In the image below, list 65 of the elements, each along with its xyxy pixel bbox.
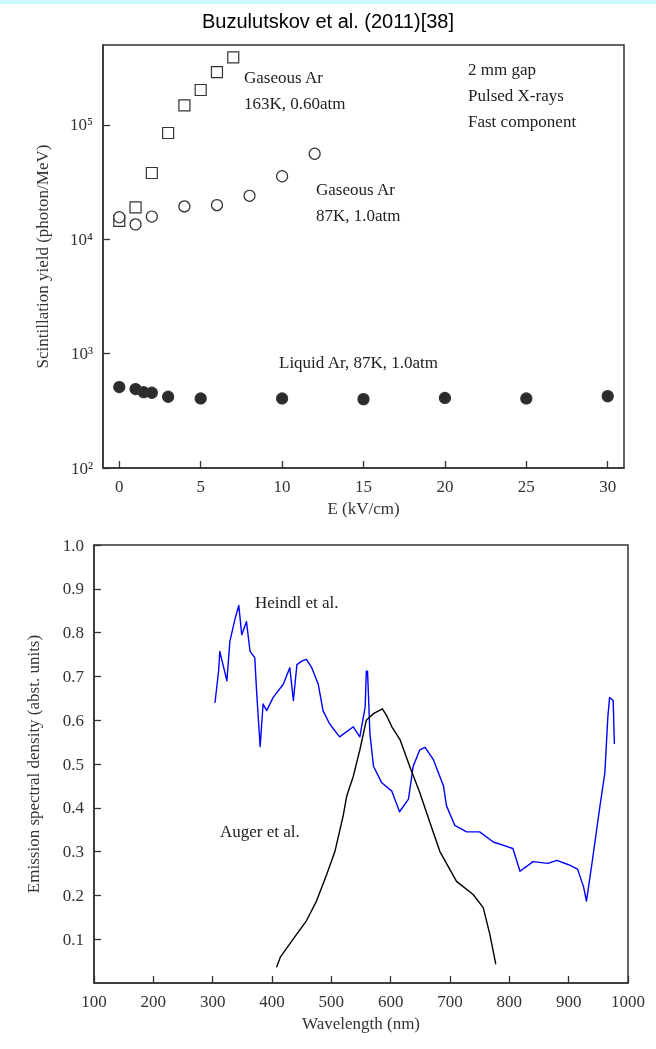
y-tick-label: 0.1 xyxy=(62,929,84,949)
point xyxy=(178,99,191,112)
y-tick-label: 0.3 xyxy=(62,842,84,862)
x-tick-label: 20 xyxy=(436,477,454,496)
point xyxy=(129,201,142,214)
point xyxy=(145,386,158,399)
x-tick-label: 800 xyxy=(496,992,523,1011)
point xyxy=(210,199,224,212)
point xyxy=(520,392,533,405)
annotation: Liquid Ar, 87K, 1.0atm xyxy=(279,352,438,372)
point xyxy=(243,189,256,202)
x-tick-label: 10 xyxy=(273,477,291,496)
annotation: Gaseous Ar 87K, 1.0atm xyxy=(316,179,401,225)
y-axis-title: Emission spectral density (abst. units) xyxy=(24,634,43,894)
x-tick-label: 700 xyxy=(437,992,463,1011)
annotation: Gaseous Ar 163K, 0.60atm xyxy=(244,67,346,113)
annotation: Auger et al. xyxy=(220,821,300,841)
x-tick-label: 600 xyxy=(377,992,404,1011)
x-tick-label: 900 xyxy=(555,992,582,1011)
point xyxy=(308,147,321,160)
point xyxy=(227,51,240,64)
y-tick-label: 0.2 xyxy=(62,885,84,905)
point xyxy=(357,393,370,406)
y-tick-label: 10⁵ xyxy=(70,115,94,135)
x-tick-label: 400 xyxy=(259,992,285,1011)
point xyxy=(145,210,158,223)
x-tick-label: 25 xyxy=(517,477,535,496)
y-tick-label: 10³ xyxy=(70,344,93,364)
y-tick-label: 0.6 xyxy=(62,710,84,730)
point xyxy=(276,392,289,405)
point xyxy=(194,392,207,405)
point xyxy=(162,390,175,403)
x-tick-label: 500 xyxy=(318,992,345,1011)
point xyxy=(129,218,142,231)
x-tick-label: 30 xyxy=(599,477,617,496)
point xyxy=(178,200,191,213)
x-tick-label: 0 xyxy=(115,477,124,496)
x-tick-label: 15 xyxy=(355,477,372,496)
chart-title: Buzulutskov et al. (2011)[38] xyxy=(202,10,454,32)
x-tick-label: 100 xyxy=(81,992,107,1011)
x-tick-label: 5 xyxy=(196,477,205,496)
point xyxy=(438,391,452,405)
y-tick-label: 10⁴ xyxy=(70,229,94,249)
y-tick-label: 0.4 xyxy=(62,798,85,818)
y-tick-label: 0.8 xyxy=(62,623,84,643)
x-axis-title: E (kV/cm) xyxy=(327,499,400,518)
y-tick-label: 0.5 xyxy=(62,754,84,774)
y-tick-label: 10² xyxy=(70,458,93,478)
point xyxy=(210,65,224,79)
point xyxy=(601,390,614,403)
x-tick-label: 200 xyxy=(140,992,167,1011)
x-axis-title: Wavelength (nm) xyxy=(301,1014,421,1033)
y-tick-label: 0.9 xyxy=(62,579,84,599)
annotation: Heindl et al. xyxy=(255,592,339,612)
point xyxy=(194,83,207,97)
y-tick-label: 1.0 xyxy=(62,535,84,555)
point xyxy=(162,126,175,140)
y-axis-title: Scintillation yield (photon/MeV) xyxy=(33,144,52,369)
y-tick-label: 0.7 xyxy=(62,666,85,686)
x-tick-label: 1000 xyxy=(611,992,645,1011)
point xyxy=(113,380,126,394)
annotation: 2 mm gap Pulsed X-rays Fast component xyxy=(468,59,577,131)
point xyxy=(145,166,158,180)
x-tick-label: 300 xyxy=(199,992,226,1011)
point xyxy=(276,170,289,183)
